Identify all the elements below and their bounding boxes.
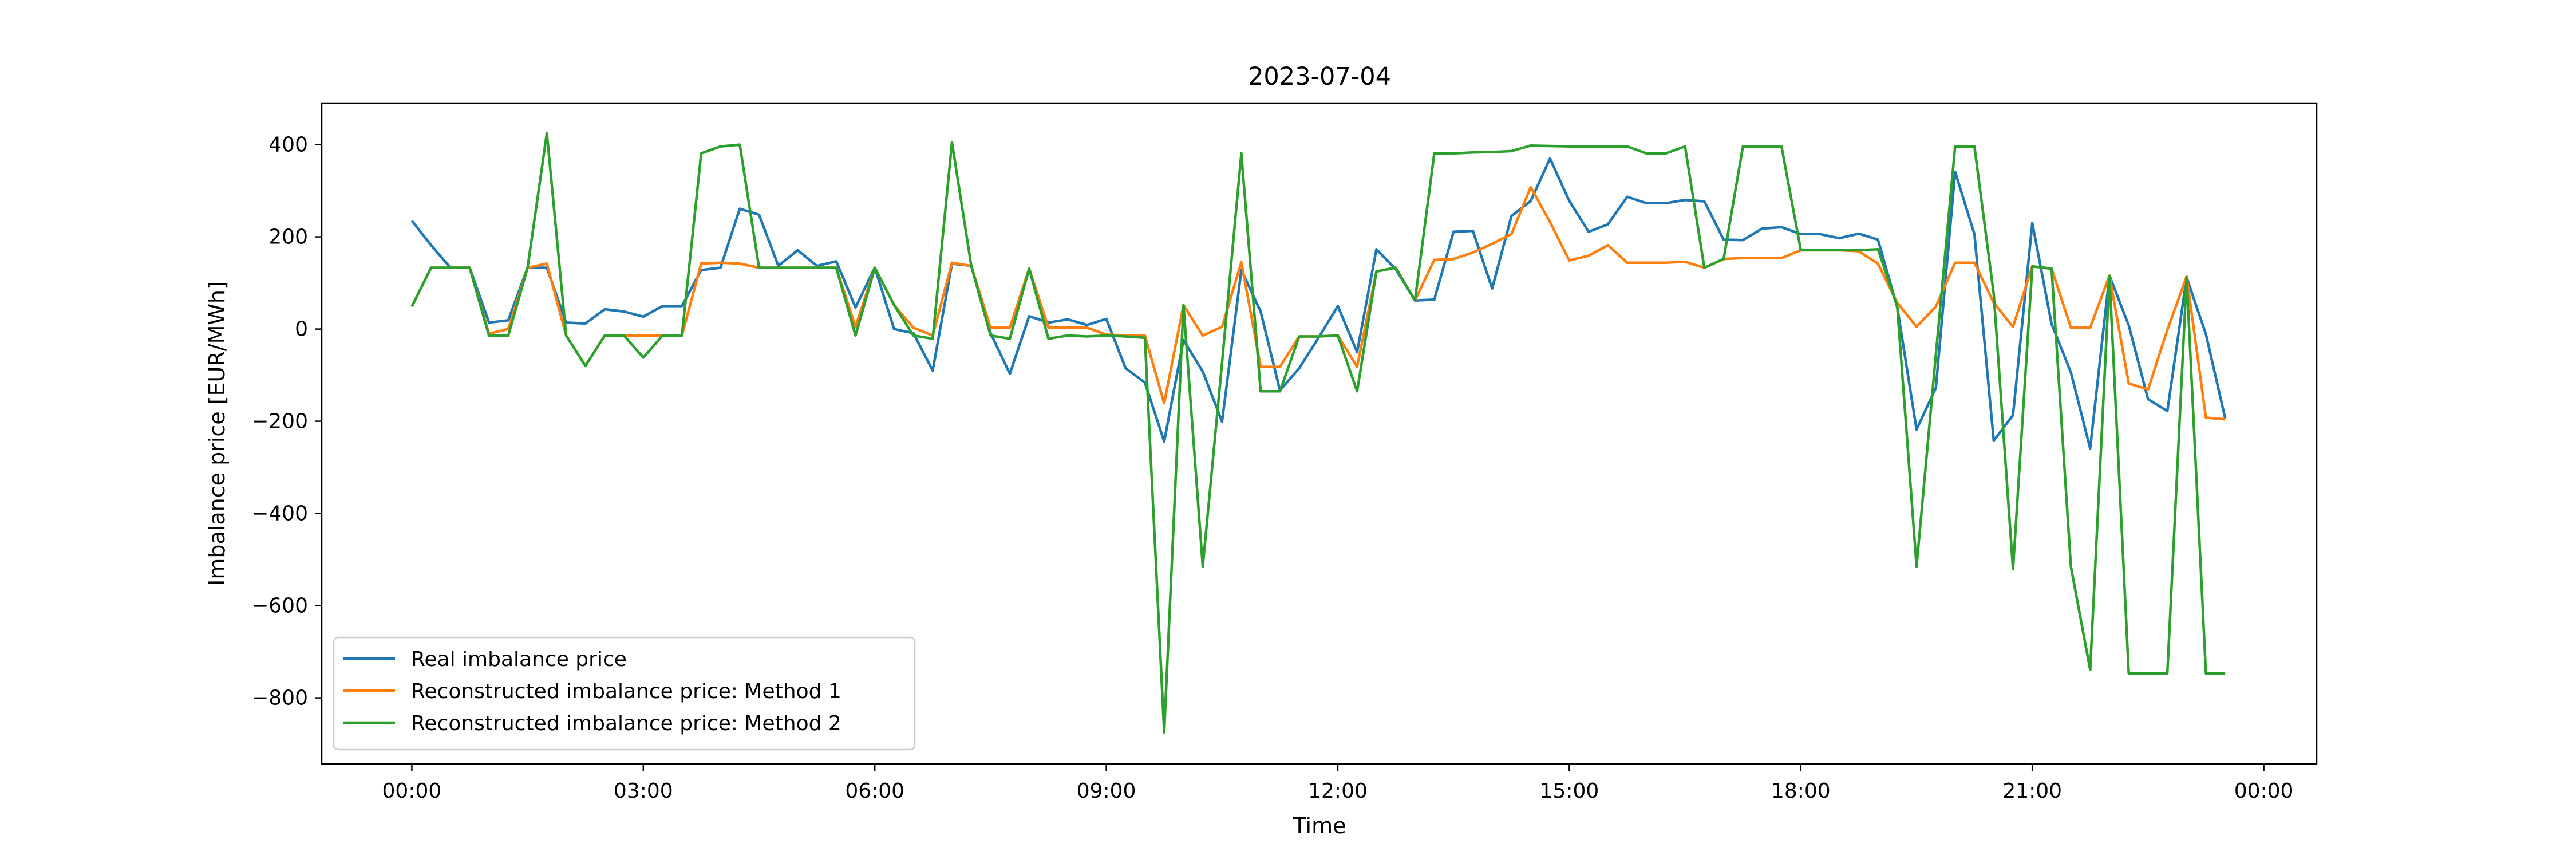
legend-label: Reconstructed imbalance price: Method 2 [411,712,841,735]
x-tick-label: 21:00 [2002,779,2062,803]
x-tick-label: 15:00 [1540,779,1599,803]
y-axis: 400 200 0 −200 −400 −600 −800 [251,133,322,710]
chart-title: 2023-07-04 [1248,62,1391,91]
y-tick-label: −600 [251,594,308,618]
series-line-1 [410,157,2227,450]
x-tick-label: 03:00 [614,779,673,803]
plot-area [410,132,2227,734]
y-tick-label: −400 [251,502,308,526]
legend-label: Real imbalance price [411,648,627,671]
legend-label: Reconstructed imbalance price: Method 1 [411,680,841,703]
y-axis-label: Imbalance price [EUR/MWh] [204,281,230,586]
y-tick-label: −800 [251,687,308,710]
axes-frame [321,102,2318,765]
x-tick-label: 06:00 [845,779,904,803]
legend-box [333,636,916,751]
x-tick-label: 18:00 [1771,779,1831,803]
legend: Real imbalance price Reconstructed imbala… [333,636,916,751]
series-line-3 [410,132,2226,734]
x-tick-label: 00:00 [2234,779,2294,803]
x-tick-label: 09:00 [1077,779,1136,803]
x-axis: 00:00 03:00 06:00 09:00 12:00 15:00 18:00 21:00… [382,764,2294,803]
x-tick-label: 12:00 [1308,779,1368,803]
x-axis-label: Time [1293,813,1346,838]
y-tick-label: 200 [268,226,308,249]
y-tick-label: 0 [295,318,308,341]
x-tick-label: 00:00 [382,779,442,803]
y-tick-label: −200 [251,410,308,434]
y-tick-label: 400 [268,133,308,157]
